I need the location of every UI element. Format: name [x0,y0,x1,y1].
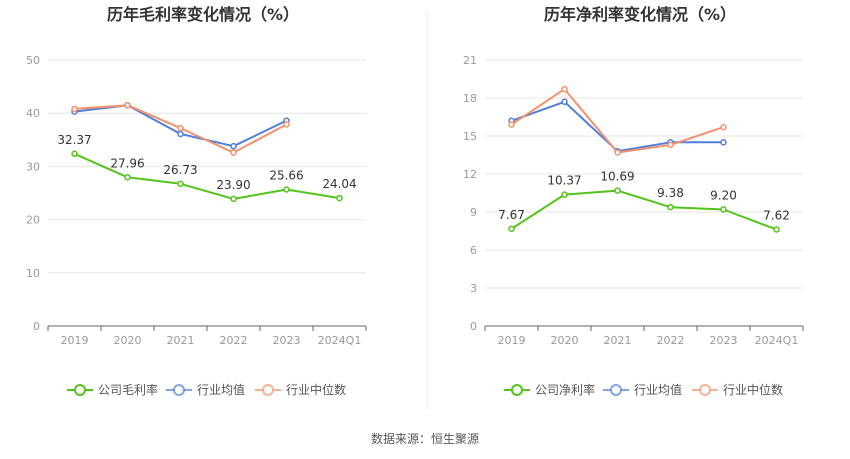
x-tick-label: 2019 [61,334,89,347]
data-point [230,195,237,203]
legend-label: 行业中位数 [723,382,783,397]
y-tick-label: 18 [463,92,477,105]
data-point [508,121,515,128]
y-tick-label: 0 [470,320,477,333]
data-point [177,130,184,138]
data-point [773,226,780,233]
legend-marker [173,384,185,396]
x-tick-label: 2024Q1 [318,334,362,347]
data-label: 9.38 [657,186,684,200]
x-tick-label: 2022 [220,334,248,347]
y-tick-label: 10 [26,267,40,280]
legend-marker [74,384,86,396]
data-label: 7.67 [498,208,525,222]
data-point [561,191,568,198]
data-point [561,85,568,93]
data-point [720,206,727,213]
data-label: 26.73 [163,163,197,177]
chart-title: 历年毛利率变化情况（%） [107,5,299,24]
legend-label: 行业均值 [197,382,245,397]
data-label: 9.20 [710,188,737,202]
y-tick-label: 0 [33,320,40,333]
data-point [667,141,674,149]
y-tick-label: 3 [470,282,477,295]
y-tick-label: 9 [470,206,477,219]
data-point [124,174,131,181]
legend-label: 行业中位数 [286,382,346,397]
series-line [511,100,724,153]
legend-marker [511,384,523,396]
data-label: 10.69 [600,170,634,184]
legend-label: 公司净利率 [535,382,595,397]
data-point [508,225,515,233]
y-tick-label: 12 [463,168,477,181]
y-tick-label: 40 [26,107,40,120]
legend-marker [262,384,274,396]
data-point [177,180,184,188]
y-tick-label: 21 [463,54,477,67]
y-tick-label: 15 [463,130,477,143]
gross-margin-chart: 历年毛利率变化情况（%） 0 10 20 30 40 50 2019 2020 2021 2022 2… [26,5,367,397]
y-tick-label: 30 [26,160,40,173]
data-point [177,124,184,132]
data-point [720,123,727,131]
data-point [71,105,78,113]
data-label: 7.62 [763,208,790,222]
data-point [614,187,621,194]
y-tick-label: 50 [26,54,40,67]
y-tick-label: 20 [26,214,40,227]
data-label: 23.90 [216,178,250,192]
data-label: 25.66 [269,168,303,182]
x-tick-label: 2024Q1 [755,334,799,347]
source-note: 数据来源：恒生聚源 [371,431,479,446]
data-point [614,149,621,156]
data-point [230,142,237,150]
series-line [510,189,777,231]
data-point [230,149,237,156]
data-point [124,101,131,109]
x-tick-label: 2022 [657,334,685,347]
x-tick-label: 2020 [114,334,142,347]
data-point [561,98,568,106]
legend-label: 公司毛利率 [98,382,158,397]
chart-title: 历年净利率变化情况（%） [544,5,736,24]
data-point [336,194,343,202]
data-label: 27.96 [110,156,144,170]
data-point [667,203,674,211]
x-tick-label: 2023 [710,334,738,347]
x-tick-label: 2021 [604,334,632,347]
data-point [283,186,290,193]
data-point [720,139,727,146]
series-line [74,152,340,200]
y-tick-label: 6 [470,244,477,257]
net-margin-chart: 历年净利率变化情况（%） 0 3 6 9 12 15 18 21 2019 2020 2021 2022… [463,5,804,397]
x-tick-label: 2023 [273,334,301,347]
data-label: 32.37 [57,133,91,147]
legend-label: 行业均值 [634,382,682,397]
data-label: 24.04 [322,177,356,191]
x-tick-label: 2020 [551,334,579,347]
x-tick-label: 2021 [167,334,195,347]
legend-marker [699,384,711,396]
data-label: 10.37 [547,174,581,188]
data-point [283,121,290,128]
data-point [71,150,78,158]
legend-marker [610,384,622,396]
x-tick-label: 2019 [498,334,526,347]
